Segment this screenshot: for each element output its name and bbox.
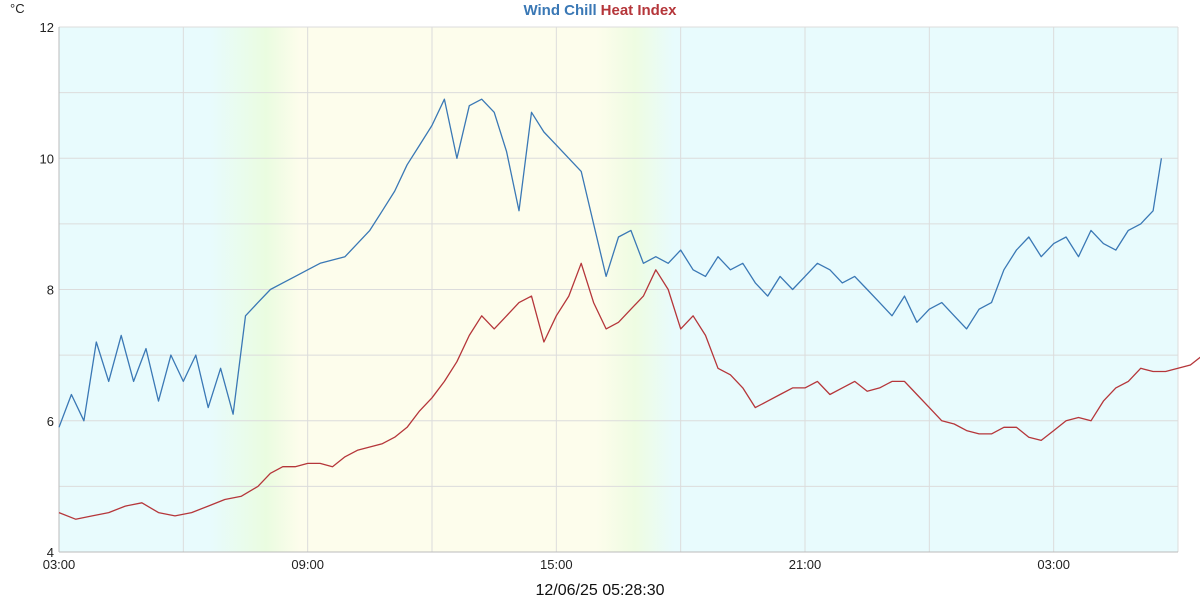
x-tick-label: 03:00 <box>43 557 76 572</box>
y-tick-label: 8 <box>47 283 54 298</box>
legend: Wind Chill Heat Index <box>0 2 1200 19</box>
series-line-heat-index <box>58 262 1200 520</box>
y-tick-label: 10 <box>40 151 54 166</box>
legend-heat-index[interactable]: Heat Index <box>600 2 677 19</box>
series-line-wind-chill <box>58 98 1163 428</box>
timestamp: 12/06/25 05:28:30 <box>535 582 665 599</box>
y-tick-label: 4 <box>47 545 54 560</box>
y-unit-label: °C <box>10 1 25 16</box>
x-tick-label: 15:00 <box>540 557 573 572</box>
x-tick-label: 03:00 <box>1037 557 1070 572</box>
y-tick-label: 12 <box>40 20 54 35</box>
y-tick-label: 6 <box>47 414 54 429</box>
x-tick-label: 09:00 <box>291 557 324 572</box>
legend-wind-chill[interactable]: Wind Chill <box>523 2 597 19</box>
x-tick-label: 21:00 <box>789 557 822 572</box>
